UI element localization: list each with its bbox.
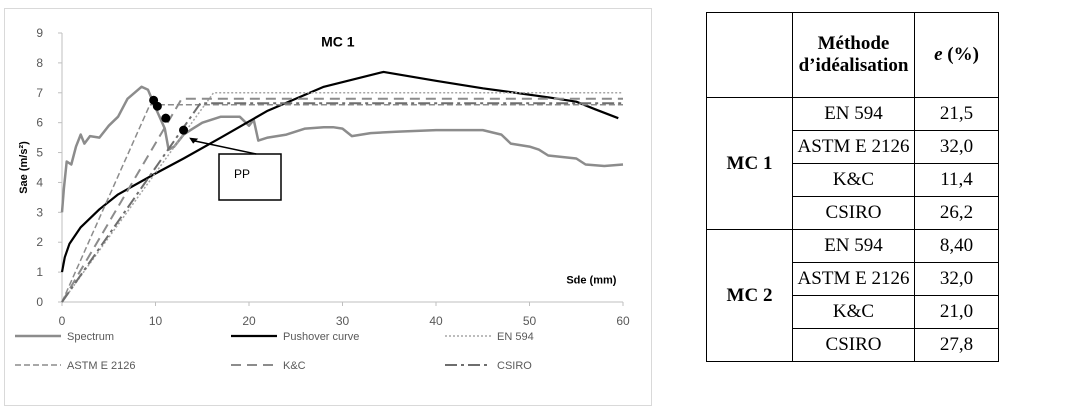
table-cell-method: ASTM E 2126 — [792, 262, 915, 296]
table-header-error: e (%) — [914, 12, 999, 98]
chart: 0 1 2 3 4 5 6 7 8 9 0 10 20 30 40 50 60 MC 1 Sae (m/s²) Sde… — [15, 26, 630, 372]
table-cell-error: 27,8 — [914, 328, 999, 362]
performance-point-marker — [152, 101, 162, 111]
x-tick-label: 60 — [616, 314, 630, 328]
chart-container: 0 1 2 3 4 5 6 7 8 9 0 10 20 30 40 50 60 MC 1 Sae (m/s²) Sde… — [4, 8, 652, 406]
table-header-method: Méthode d’idéalisation — [792, 12, 915, 98]
y-axis-label: Sae (m/s²) — [18, 141, 30, 194]
table-cell-method: CSIRO — [792, 328, 915, 362]
y-tick-label: 5 — [36, 146, 43, 160]
annotation-arrow-line — [193, 139, 257, 155]
table-cell-error: 32,0 — [914, 262, 999, 296]
table-cell-method: K&C — [792, 163, 915, 197]
x-axis-label: Sde (mm) — [566, 274, 616, 286]
legend-label: K&C — [283, 360, 306, 372]
y-tick-label: 3 — [36, 205, 43, 219]
x-tick-label: 30 — [336, 314, 350, 328]
table-cell-error: 8,40 — [914, 229, 999, 263]
table-cell-error: 21,0 — [914, 295, 999, 329]
y-tick-label: 9 — [36, 26, 43, 40]
series-line-spectrum — [60, 85, 624, 213]
legend-label: Pushover curve — [283, 331, 359, 343]
x-tick-label: 20 — [242, 314, 256, 328]
series-line-astm-e-2126 — [61, 103, 623, 303]
table-row: ASTM E 2126 32,0 — [707, 130, 999, 164]
table-header-error-label: e (%) — [934, 44, 979, 65]
table-header-method-label: Méthode d’idéalisation — [798, 33, 909, 76]
table-row: K&C 21,0 — [707, 295, 999, 329]
table-cell-error: 26,2 — [914, 196, 999, 230]
table-header-empty — [706, 12, 793, 98]
table-row: K&C 11,4 — [707, 163, 999, 197]
table-row: MC 2 EN 594 8,40 — [706, 229, 999, 362]
table-cell-error: 21,5 — [914, 97, 999, 131]
table-cell-error: 32,0 — [914, 130, 999, 164]
table-cell-method: EN 594 — [792, 97, 915, 131]
chart-title: MC 1 — [321, 33, 355, 49]
results-table: Méthode d’idéalisation e (%) MC 1 EN 594 2… — [706, 12, 999, 362]
table-row: CSIRO 27,8 — [707, 328, 999, 362]
series-line-pushover-curve — [60, 70, 619, 273]
table-cell-error: 11,4 — [914, 163, 999, 197]
annotation-arrow-head — [189, 137, 199, 144]
table-row: ASTM E 2126 32,0 — [707, 262, 999, 296]
performance-point-marker — [179, 125, 189, 135]
table-cell-method: CSIRO — [792, 196, 915, 230]
x-tick-label: 40 — [429, 314, 443, 328]
x-tick-label: 10 — [149, 314, 163, 328]
table-cell-method: K&C — [792, 295, 915, 329]
y-tick-label: 7 — [36, 86, 43, 100]
legend-label: Spectrum — [67, 331, 114, 343]
table-row: MC 1 EN 594 21,5 — [706, 97, 999, 230]
legend-label: EN 594 — [497, 331, 534, 343]
y-tick-label: 1 — [36, 265, 43, 279]
table-cell-method: EN 594 — [792, 229, 915, 263]
performance-point-marker — [161, 113, 171, 123]
x-tick-label: 0 — [59, 314, 66, 328]
y-tick-label: 2 — [36, 235, 43, 249]
annotation-box — [218, 153, 282, 201]
series-line-en-594 — [61, 92, 623, 303]
table-group-label: MC 1 — [706, 97, 793, 230]
annotation-label: PP — [234, 167, 250, 181]
x-tick-label: 50 — [523, 314, 537, 328]
table-row: CSIRO 26,2 — [707, 196, 999, 230]
y-tick-label: 0 — [36, 295, 43, 309]
legend-label: CSIRO — [497, 360, 532, 372]
legend-label: ASTM E 2126 — [67, 360, 135, 372]
series-line-csiro — [61, 102, 623, 303]
series-line-k-c — [61, 97, 623, 303]
y-tick-label: 6 — [36, 116, 43, 130]
table-header-row: Méthode d’idéalisation e (%) — [706, 12, 999, 98]
table-group-label: MC 2 — [706, 229, 793, 362]
table-cell-method: ASTM E 2126 — [792, 130, 915, 164]
y-tick-label: 4 — [36, 175, 43, 189]
y-tick-label: 8 — [36, 56, 43, 70]
